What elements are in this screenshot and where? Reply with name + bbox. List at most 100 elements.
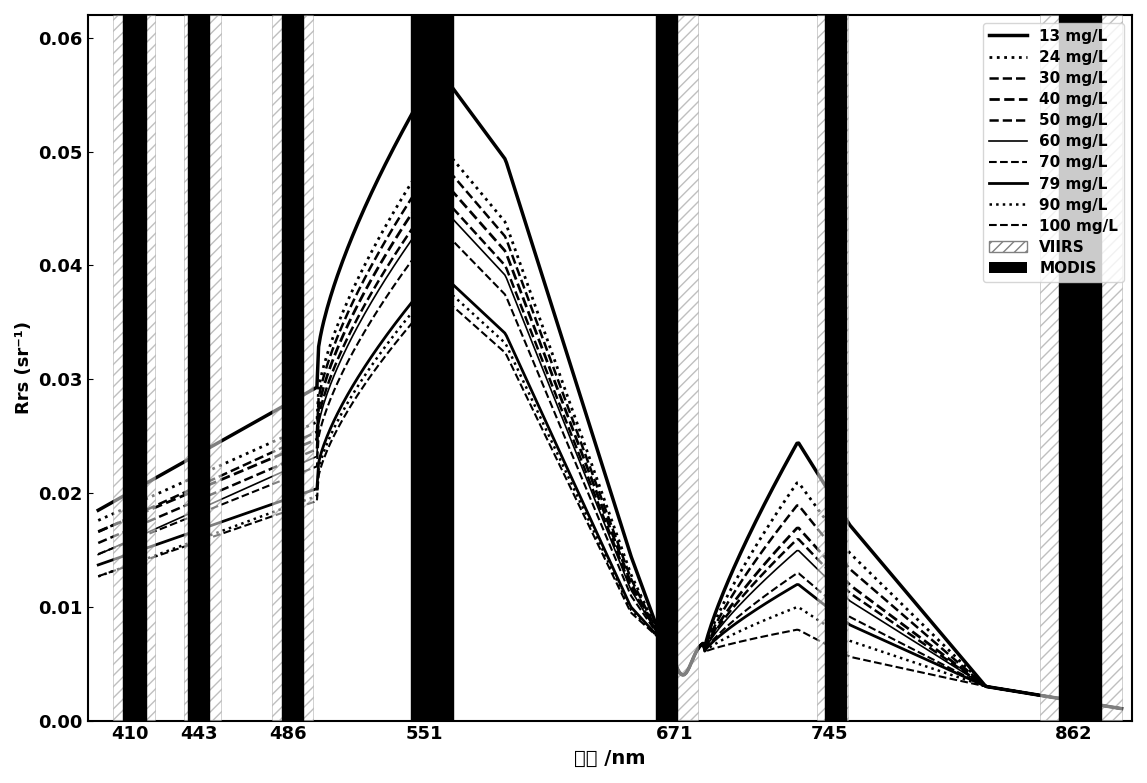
79 mg/L bbox=[354, 367, 368, 377]
Line: 60 mg/L: 60 mg/L bbox=[99, 199, 1122, 709]
100 mg/L bbox=[864, 657, 877, 666]
40 mg/L bbox=[777, 538, 790, 547]
60 mg/L bbox=[864, 609, 877, 619]
Line: 13 mg/L: 13 mg/L bbox=[99, 63, 1122, 709]
40 mg/L bbox=[273, 450, 287, 460]
50 mg/L bbox=[696, 639, 710, 648]
79 mg/L bbox=[435, 262, 448, 272]
Legend: 13 mg/L, 24 mg/L, 30 mg/L, 40 mg/L, 50 mg/L, 60 mg/L, 70 mg/L, 79 mg/L, 90 mg/L,: 13 mg/L, 24 mg/L, 30 mg/L, 40 mg/L, 50 m… bbox=[983, 23, 1124, 282]
Line: 50 mg/L: 50 mg/L bbox=[99, 187, 1122, 709]
13 mg/L bbox=[777, 464, 790, 473]
24 mg/L bbox=[777, 499, 790, 508]
60 mg/L bbox=[435, 194, 448, 204]
90 mg/L bbox=[435, 273, 448, 283]
90 mg/L bbox=[273, 505, 287, 514]
60 mg/L bbox=[556, 415, 570, 424]
50 mg/L bbox=[777, 548, 790, 557]
90 mg/L bbox=[354, 376, 368, 385]
30 mg/L bbox=[435, 149, 448, 158]
Bar bbox=[1040, 15, 1122, 720]
Bar bbox=[656, 15, 697, 720]
Y-axis label: Rrs (sr⁻¹): Rrs (sr⁻¹) bbox=[15, 321, 33, 414]
Line: 79 mg/L: 79 mg/L bbox=[99, 267, 1122, 709]
Bar bbox=[123, 15, 147, 720]
50 mg/L bbox=[354, 306, 368, 316]
70 mg/L bbox=[1115, 704, 1129, 713]
70 mg/L bbox=[556, 428, 570, 438]
24 mg/L bbox=[354, 267, 368, 276]
70 mg/L bbox=[864, 622, 877, 632]
30 mg/L bbox=[864, 582, 877, 591]
60 mg/L bbox=[777, 558, 790, 568]
13 mg/L bbox=[435, 58, 448, 67]
40 mg/L bbox=[435, 166, 448, 175]
100 mg/L bbox=[696, 639, 710, 648]
70 mg/L bbox=[777, 578, 790, 587]
100 mg/L bbox=[435, 285, 448, 294]
13 mg/L bbox=[864, 545, 877, 554]
30 mg/L bbox=[273, 444, 287, 453]
79 mg/L bbox=[777, 588, 790, 597]
100 mg/L bbox=[777, 628, 790, 637]
60 mg/L bbox=[696, 639, 710, 648]
40 mg/L bbox=[696, 639, 710, 648]
Bar bbox=[412, 15, 453, 720]
90 mg/L bbox=[777, 608, 790, 617]
13 mg/L bbox=[92, 506, 106, 515]
100 mg/L bbox=[1115, 704, 1129, 713]
Line: 30 mg/L: 30 mg/L bbox=[99, 153, 1122, 709]
79 mg/L bbox=[556, 454, 570, 464]
30 mg/L bbox=[354, 280, 368, 290]
Bar bbox=[272, 15, 313, 720]
24 mg/L bbox=[864, 568, 877, 578]
Line: 100 mg/L: 100 mg/L bbox=[99, 290, 1122, 709]
13 mg/L bbox=[273, 404, 287, 413]
90 mg/L bbox=[556, 460, 570, 470]
24 mg/L bbox=[435, 132, 448, 141]
13 mg/L bbox=[1115, 704, 1129, 713]
30 mg/L bbox=[696, 639, 710, 648]
60 mg/L bbox=[92, 550, 106, 559]
90 mg/L bbox=[92, 572, 106, 581]
30 mg/L bbox=[1115, 704, 1129, 713]
70 mg/L bbox=[696, 639, 710, 648]
100 mg/L bbox=[273, 509, 287, 518]
Line: 40 mg/L: 40 mg/L bbox=[99, 171, 1122, 709]
24 mg/L bbox=[696, 639, 710, 648]
24 mg/L bbox=[273, 435, 287, 444]
50 mg/L bbox=[864, 602, 877, 612]
79 mg/L bbox=[864, 630, 877, 639]
Bar bbox=[825, 15, 845, 720]
40 mg/L bbox=[1115, 704, 1129, 713]
70 mg/L bbox=[435, 217, 448, 226]
60 mg/L bbox=[1115, 704, 1129, 713]
90 mg/L bbox=[696, 639, 710, 648]
50 mg/L bbox=[556, 409, 570, 418]
24 mg/L bbox=[556, 379, 570, 388]
Bar bbox=[184, 15, 221, 720]
79 mg/L bbox=[696, 639, 710, 648]
50 mg/L bbox=[92, 538, 106, 547]
13 mg/L bbox=[696, 639, 710, 648]
40 mg/L bbox=[556, 399, 570, 408]
Line: 90 mg/L: 90 mg/L bbox=[99, 278, 1122, 709]
24 mg/L bbox=[92, 516, 106, 525]
Line: 24 mg/L: 24 mg/L bbox=[99, 136, 1122, 709]
79 mg/L bbox=[1115, 704, 1129, 713]
13 mg/L bbox=[556, 337, 570, 346]
90 mg/L bbox=[864, 643, 877, 652]
30 mg/L bbox=[92, 527, 106, 536]
13 mg/L bbox=[354, 211, 368, 220]
50 mg/L bbox=[435, 182, 448, 192]
Line: 70 mg/L: 70 mg/L bbox=[99, 222, 1122, 709]
40 mg/L bbox=[354, 294, 368, 303]
24 mg/L bbox=[1115, 704, 1129, 713]
79 mg/L bbox=[273, 497, 287, 507]
70 mg/L bbox=[92, 550, 106, 559]
Bar bbox=[656, 15, 677, 720]
60 mg/L bbox=[354, 315, 368, 324]
Bar bbox=[817, 15, 848, 720]
X-axis label: 波长 /nm: 波长 /nm bbox=[575, 749, 646, 768]
40 mg/L bbox=[92, 527, 106, 536]
50 mg/L bbox=[1115, 704, 1129, 713]
